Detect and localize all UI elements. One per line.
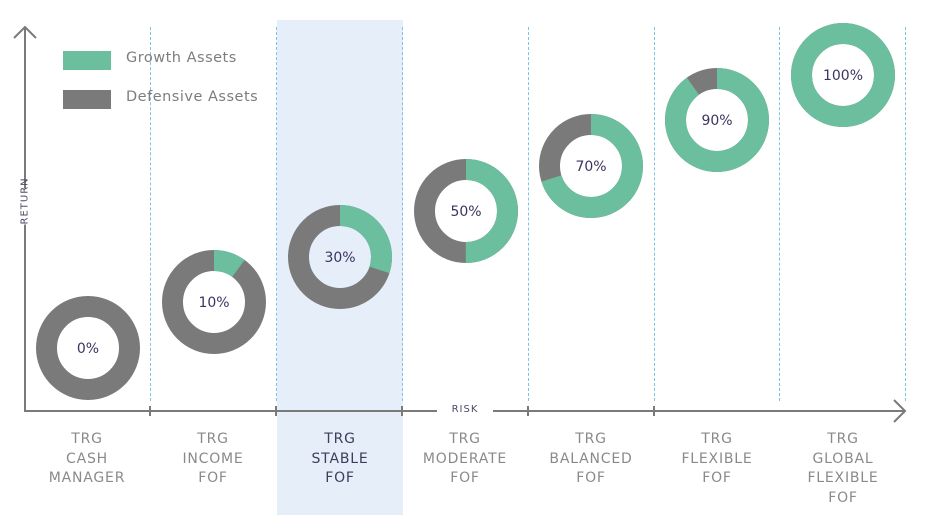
fund-label-line: FOF — [828, 489, 858, 506]
fund-label-line: FOF — [576, 470, 606, 486]
fund-label-line: CASH — [66, 450, 108, 467]
x-axis-arrow-icon — [893, 399, 907, 423]
legend-swatch-growth — [63, 51, 111, 70]
growth-segment — [288, 205, 392, 309]
fund-label-line: TRG — [701, 431, 733, 447]
allocation-donut: 90% — [665, 68, 769, 172]
allocation-donut: 100% — [791, 23, 895, 127]
growth-segment — [539, 114, 643, 218]
fund-label-line: TRG — [575, 431, 607, 447]
fund-label-line: STABLE — [311, 450, 369, 467]
growth-percentage-label: 30% — [324, 250, 355, 266]
fund-label-line: INCOME — [182, 450, 244, 467]
legend-swatch-defensive — [63, 90, 111, 109]
fund-label-line: TRG — [449, 431, 481, 447]
fund-label-line: MANAGER — [48, 470, 126, 486]
growth-percentage-label: 10% — [198, 295, 229, 311]
fund-label-line: TRG — [324, 431, 356, 447]
x-axis-label: RISK — [437, 404, 493, 415]
column-divider — [779, 27, 780, 401]
legend-label: Defensive Assets — [126, 89, 259, 105]
defensive-segment — [36, 296, 140, 400]
growth-percentage-label: 90% — [701, 113, 732, 129]
growth-percentage-label: 0% — [77, 341, 99, 357]
fund-label-line: FOF — [198, 470, 228, 486]
allocation-donut: 50% — [414, 159, 518, 263]
column-divider — [654, 27, 655, 401]
column-divider — [150, 27, 151, 401]
fund-label-global-flexible-fof: TRG GLOBAL FLEXIBLE FOF — [780, 430, 906, 508]
allocation-donut: 0% — [36, 296, 140, 400]
y-axis-label: RETURN — [19, 177, 31, 225]
fund-label-income-fof: TRG INCOME FOF — [150, 430, 276, 489]
growth-segment — [665, 68, 769, 172]
growth-percentage-label: 70% — [575, 159, 606, 175]
fund-label-cash-manager: TRG CASH MANAGER — [24, 430, 150, 489]
allocation-donut: 30% — [288, 205, 392, 309]
growth-percentage-label: 50% — [450, 204, 481, 220]
column-divider — [528, 27, 529, 401]
allocation-donut: 70% — [539, 114, 643, 218]
column-divider — [905, 27, 906, 401]
allocation-donut: 10% — [162, 250, 266, 354]
fund-label-line: TRG — [827, 431, 859, 447]
fund-label-line: FLEXIBLE — [807, 470, 879, 486]
fund-label-line: TRG — [71, 431, 103, 447]
fund-label-line: GLOBAL — [812, 450, 874, 467]
column-divider — [276, 27, 277, 401]
growth-segment — [791, 23, 895, 127]
growth-segment — [414, 159, 518, 263]
y-axis-arrow-icon — [13, 25, 37, 39]
fund-label-balanced-fof: TRG BALANCED FOF — [528, 430, 654, 489]
fund-label-line: FLEXIBLE — [681, 450, 753, 467]
growth-percentage-label: 100% — [823, 68, 863, 84]
growth-segment — [162, 250, 266, 354]
fund-label-line: BALANCED — [549, 450, 633, 467]
fund-label-line: FOF — [450, 470, 480, 486]
fund-label-line: TRG — [197, 431, 229, 447]
column-divider — [402, 27, 403, 401]
fund-label-line: MODERATE — [422, 450, 508, 467]
fund-label-stable-fof: TRG STABLE FOF — [277, 430, 403, 489]
fund-label-moderate-fof: TRG MODERATE FOF — [402, 430, 528, 489]
fund-label-line: FOF — [702, 470, 732, 486]
fund-label-line: FOF — [325, 470, 355, 486]
fund-label-flexible-fof: TRG FLEXIBLE FOF — [654, 430, 780, 489]
legend-label: Growth Assets — [126, 50, 237, 66]
